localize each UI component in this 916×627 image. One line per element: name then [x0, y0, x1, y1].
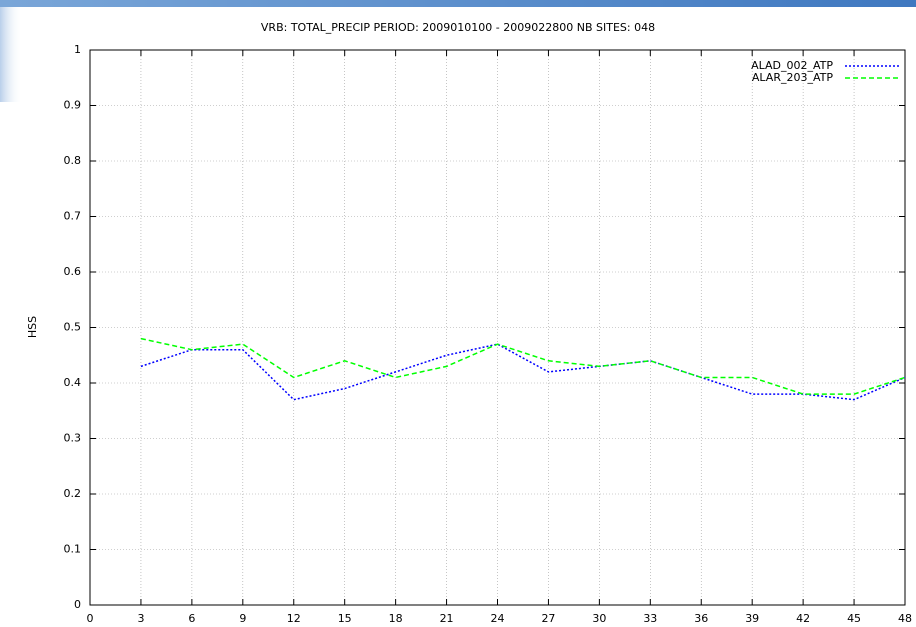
- plot-frame: [89, 49, 906, 606]
- y-tick-label: 0.2: [64, 487, 82, 500]
- x-tick-label: 21: [440, 612, 454, 625]
- y-tick-label: 1: [74, 43, 81, 56]
- y-tick-label: 0.6: [64, 265, 82, 278]
- legend-label: ALAR_203_ATP: [752, 71, 833, 84]
- x-tick-label: 27: [541, 612, 555, 625]
- x-tick-label: 3: [137, 612, 144, 625]
- y-axis-label: HSS: [26, 316, 39, 338]
- x-tick-label: 24: [491, 612, 505, 625]
- x-tick-label: 15: [338, 612, 352, 625]
- y-tick-label: 0.1: [64, 543, 82, 556]
- x-tick-label: 36: [694, 612, 708, 625]
- x-tick-label: 39: [745, 612, 759, 625]
- legend-label: ALAD_002_ATP: [751, 59, 833, 72]
- chart-title: VRB: TOTAL_PRECIP PERIOD: 2009010100 - 2…: [261, 21, 655, 34]
- x-tick-label: 0: [87, 612, 94, 625]
- y-tick-label: 0.9: [64, 99, 82, 112]
- y-tick-label: 0.8: [64, 154, 82, 167]
- y-tick-label: 0.4: [64, 376, 82, 389]
- x-tick-label: 30: [592, 612, 606, 625]
- y-tick-label: 0.5: [64, 321, 82, 334]
- y-tick-label: 0.7: [64, 210, 82, 223]
- x-tick-label: 18: [389, 612, 403, 625]
- x-tick-label: 48: [898, 612, 912, 625]
- y-tick-label: 0: [74, 598, 81, 611]
- x-tick-label: 6: [188, 612, 195, 625]
- series-line: [140, 343, 906, 401]
- x-tick-label: 45: [847, 612, 861, 625]
- window-band: [0, 0, 916, 7]
- x-tick-label: 42: [796, 612, 810, 625]
- window-edge: [0, 7, 22, 102]
- x-tick-label: 33: [643, 612, 657, 625]
- x-tick-label: 12: [287, 612, 301, 625]
- x-tick-label: 9: [239, 612, 246, 625]
- series-line: [140, 337, 906, 395]
- y-tick-label: 0.3: [64, 432, 82, 445]
